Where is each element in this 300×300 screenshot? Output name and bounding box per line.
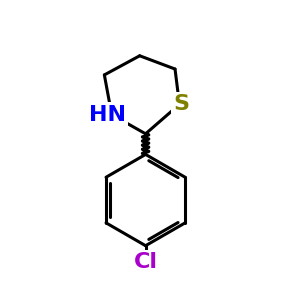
- Text: S: S: [173, 94, 189, 114]
- Text: Cl: Cl: [134, 252, 158, 272]
- Text: HN: HN: [89, 105, 126, 125]
